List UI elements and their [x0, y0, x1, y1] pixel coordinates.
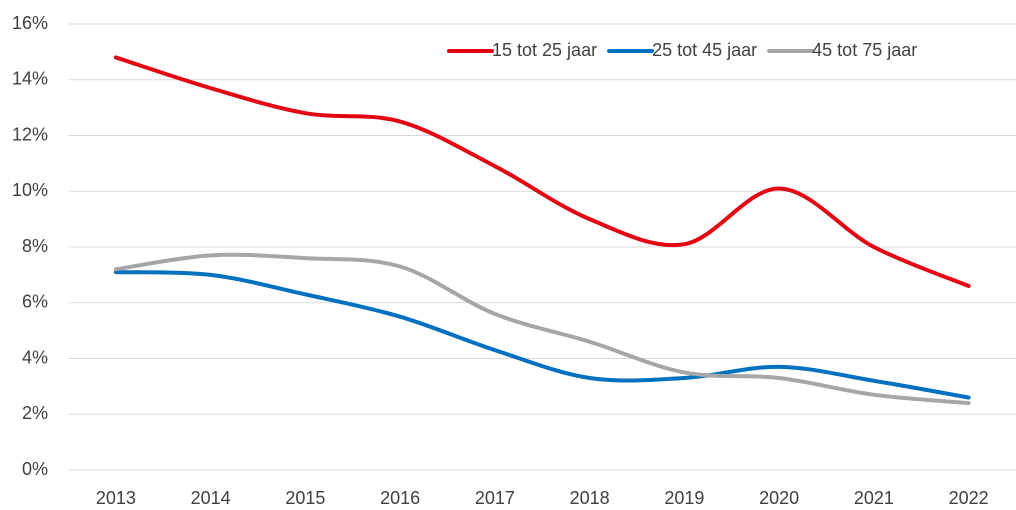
- x-tick-label: 2020: [759, 488, 799, 508]
- x-tick-label: 2013: [96, 488, 136, 508]
- series-line: [113, 55, 971, 289]
- x-tick-label: 2017: [475, 488, 515, 508]
- series-line: [113, 252, 971, 406]
- y-tick-label: 12%: [12, 124, 48, 144]
- x-tick-label: 2019: [664, 488, 704, 508]
- y-tick-label: 8%: [22, 236, 48, 256]
- x-tick-label: 2022: [949, 488, 989, 508]
- y-tick-label: 10%: [12, 180, 48, 200]
- x-tick-label: 2016: [380, 488, 420, 508]
- legend-label: 45 tot 75 jaar: [812, 40, 917, 60]
- legend-label: 25 tot 45 jaar: [652, 40, 757, 60]
- y-tick-label: 14%: [12, 69, 48, 89]
- y-tick-label: 16%: [12, 13, 48, 33]
- y-tick-label: 0%: [22, 459, 48, 479]
- y-tick-label: 2%: [22, 403, 48, 423]
- x-tick-label: 2018: [570, 488, 610, 508]
- y-tick-label: 6%: [22, 292, 48, 312]
- y-tick-label: 4%: [22, 347, 48, 367]
- x-tick-label: 2014: [191, 488, 231, 508]
- legend-label: 15 tot 25 jaar: [492, 40, 597, 60]
- x-tick-label: 2021: [854, 488, 894, 508]
- series-line: [113, 270, 971, 400]
- x-tick-label: 2015: [285, 488, 325, 508]
